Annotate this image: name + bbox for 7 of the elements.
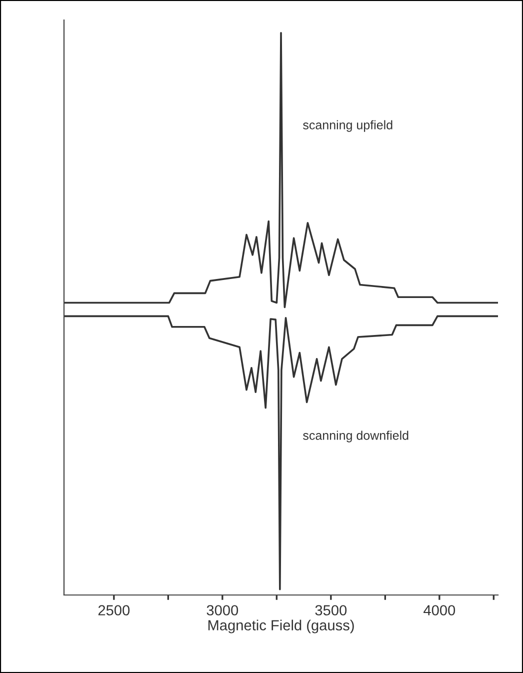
annotation: scanning downfield xyxy=(303,430,408,442)
x-tick-label: 3500 xyxy=(315,605,347,616)
x-tick-label: 2500 xyxy=(98,605,130,616)
x-axis-title: Magnetic Field (gauss) xyxy=(208,620,354,634)
x-tick-label: 4000 xyxy=(424,605,456,616)
annotation: scanning upfield xyxy=(303,120,392,132)
x-tick-label: 3000 xyxy=(206,605,238,616)
